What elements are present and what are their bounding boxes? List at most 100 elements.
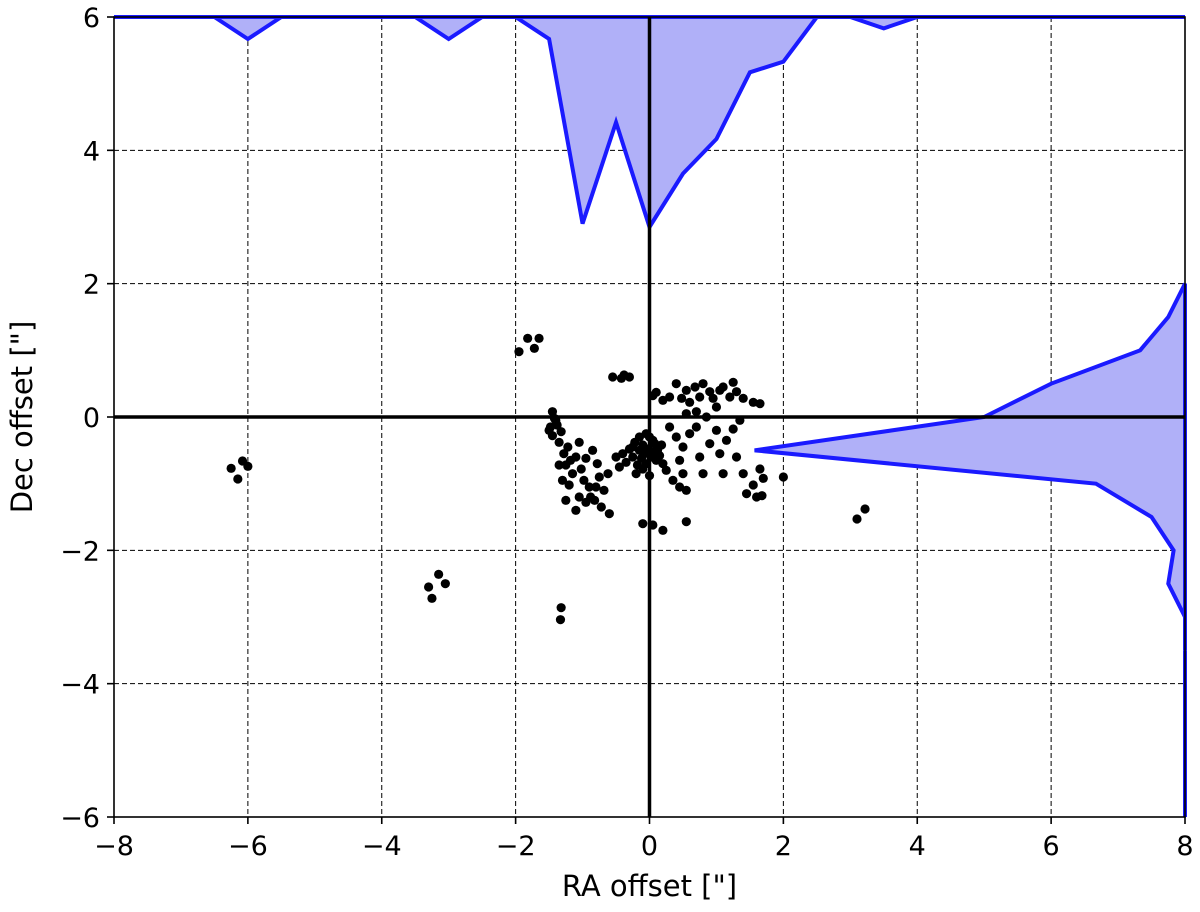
data-point	[554, 437, 564, 447]
data-point	[571, 505, 581, 515]
data-point	[681, 385, 691, 395]
data-point	[755, 399, 765, 409]
y-tick-label: 0	[83, 403, 100, 434]
data-point	[758, 473, 768, 483]
data-point	[523, 333, 533, 343]
data-point	[757, 491, 767, 501]
y-tick-labels: −6 −4 −2 0 2 4 6	[60, 3, 114, 834]
data-point	[584, 482, 594, 492]
data-point	[654, 451, 665, 461]
data-point	[778, 472, 788, 482]
data-point	[658, 525, 668, 535]
data-point	[671, 432, 681, 442]
data-point	[656, 440, 667, 450]
data-point	[644, 471, 655, 481]
data-point	[681, 517, 691, 527]
data-point	[557, 475, 568, 485]
data-point	[554, 460, 564, 470]
data-point	[738, 393, 748, 403]
data-point	[555, 615, 566, 625]
data-point	[592, 459, 602, 469]
data-point	[685, 397, 695, 407]
data-point	[705, 439, 715, 449]
y-tick-label: 6	[83, 3, 100, 34]
data-point	[434, 569, 444, 579]
data-point	[514, 347, 524, 357]
data-point	[715, 449, 725, 459]
data-point	[748, 480, 758, 490]
right-histogram	[754, 282, 1187, 651]
data-point	[634, 432, 645, 442]
data-point	[628, 452, 638, 462]
data-point	[648, 520, 658, 530]
data-point	[728, 424, 738, 434]
data-point	[731, 452, 742, 462]
data-point	[678, 469, 688, 479]
data-point	[725, 392, 735, 402]
data-point	[718, 469, 728, 479]
data-point	[588, 445, 598, 455]
y-tick-label: −2	[60, 536, 100, 567]
data-point	[708, 393, 718, 403]
data-point	[585, 492, 596, 502]
data-point	[529, 343, 539, 353]
data-point	[711, 425, 722, 435]
data-point	[559, 449, 569, 459]
data-point	[603, 469, 613, 479]
data-point	[226, 463, 236, 473]
data-point	[668, 475, 678, 485]
x-tick-label: −2	[496, 831, 536, 862]
data-point	[695, 392, 705, 402]
data-point	[243, 461, 253, 471]
data-point	[860, 504, 870, 514]
data-point	[574, 492, 584, 502]
data-point	[677, 393, 687, 403]
data-point	[664, 392, 675, 402]
y-tick-label: −4	[60, 670, 100, 701]
data-point	[701, 412, 711, 422]
data-point	[427, 593, 437, 603]
data-point	[651, 387, 661, 397]
data-point	[678, 442, 688, 452]
data-point	[664, 422, 675, 432]
data-point	[556, 427, 566, 437]
data-point	[718, 382, 728, 392]
data-point	[564, 480, 574, 490]
data-point	[695, 452, 705, 462]
data-point	[731, 387, 742, 397]
data-point	[544, 425, 554, 435]
x-tick-label: 4	[909, 831, 926, 862]
scatter-points	[226, 333, 870, 625]
x-tick-label: −4	[362, 831, 402, 862]
data-point	[721, 435, 732, 445]
y-axis-label: Dec offset ["]	[5, 321, 39, 514]
data-point	[691, 407, 701, 417]
data-point	[571, 452, 581, 462]
data-point	[561, 495, 571, 505]
data-point	[591, 482, 601, 492]
data-point	[852, 514, 862, 524]
data-point	[618, 449, 628, 459]
data-point	[579, 475, 589, 485]
data-point	[628, 442, 638, 452]
data-point	[711, 402, 722, 412]
y-tick-label: 2	[83, 270, 100, 301]
data-point	[738, 469, 748, 479]
data-point	[567, 469, 578, 479]
data-point	[563, 442, 573, 452]
x-axis-label: RA offset ["]	[562, 869, 737, 903]
data-point	[675, 455, 685, 465]
data-point	[599, 485, 609, 495]
top-histogram	[207, 15, 918, 232]
data-point	[594, 472, 604, 482]
data-point	[556, 603, 566, 613]
data-point	[552, 420, 562, 430]
data-point	[728, 377, 738, 387]
data-point	[690, 382, 700, 392]
data-point	[681, 409, 691, 419]
data-point	[604, 509, 614, 519]
x-tick-label: 6	[1043, 831, 1060, 862]
data-point	[661, 465, 671, 475]
y-tick-label: −6	[60, 803, 100, 834]
